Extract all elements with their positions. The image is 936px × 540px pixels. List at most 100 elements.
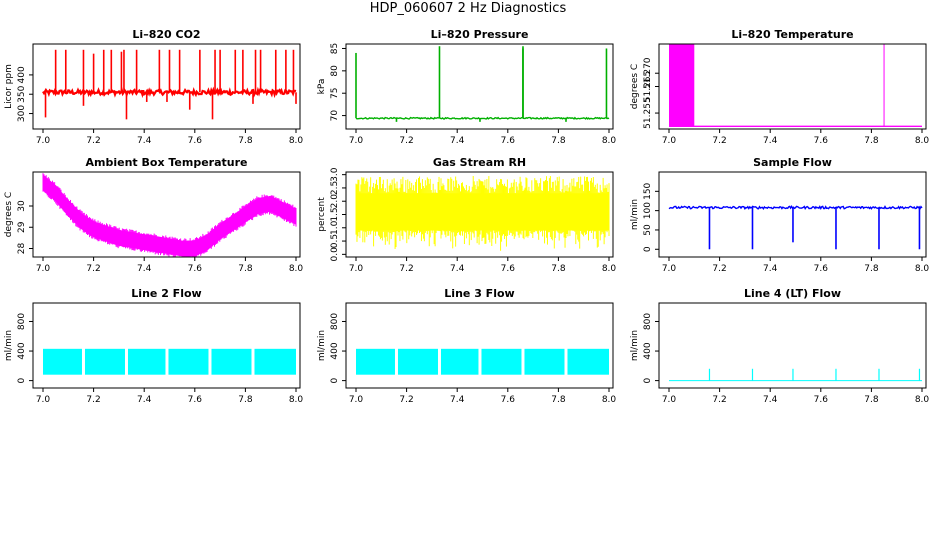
y-axis-label: kPa — [317, 79, 327, 95]
panel-line4: Line 4 (LT) Flow ml/min 7.0 7.2 7.4 7.6 7.8 8.0… — [630, 287, 929, 405]
y-tick-label: 1.0 — [330, 220, 340, 235]
plot-frame — [658, 302, 927, 389]
x-tick-label: 7.8 — [864, 395, 879, 405]
y-tick-label: 400 — [330, 342, 340, 359]
x-tick-label: 7.2 — [399, 136, 413, 146]
y-tick-label: 30 — [17, 200, 27, 212]
figure-title: HDP_060607 2 Hz Diagnostics — [369, 1, 567, 16]
x-tick-label: 8.0 — [915, 264, 930, 274]
panel-co2: Li–820 CO2 Licor ppm 7.0 7.2 7.4 7.6 7.8 8.0 300… — [4, 28, 303, 146]
panel-rh: Gas Stream RH percent 7.0 7.2 7.4 7.6 7.8 8.0 0.… — [317, 156, 616, 274]
y-axis-label: percent — [317, 197, 327, 232]
x-tick-label: 8.0 — [915, 395, 930, 405]
y-tick-label: 51.265 — [643, 71, 653, 103]
series-pressure — [355, 46, 610, 122]
x-tick-label: 7.6 — [501, 136, 516, 146]
flow-segment — [254, 348, 296, 375]
y-axis-label: ml/min — [630, 199, 640, 230]
y-tick-label: 0.0 — [330, 247, 340, 262]
y-axis-label: degrees C — [630, 64, 640, 109]
flow-segment — [440, 348, 479, 375]
flow-segment — [84, 348, 125, 375]
series-line — [355, 116, 610, 120]
x-tick-label: 8.0 — [602, 264, 617, 274]
panel-title: Li–820 CO2 — [132, 28, 200, 41]
y-tick-label: 0 — [643, 246, 653, 252]
x-tick-label: 7.4 — [763, 136, 778, 146]
panel-pressure: Li–820 Pressure kPa 7.0 7.2 7.4 7.6 7.8 8.0 70 75… — [317, 28, 616, 146]
x-tick-label: 8.0 — [602, 136, 617, 146]
panel-title: Ambient Box Temperature — [86, 156, 248, 169]
flow-segment — [211, 348, 252, 375]
y-tick-label: 2.0 — [330, 194, 340, 209]
y-tick-label: 3.0 — [330, 167, 340, 182]
series-sampleflow — [668, 204, 923, 250]
x-tick-label: 7.6 — [501, 395, 516, 405]
panel-title: Line 3 Flow — [444, 287, 514, 300]
x-tick-label: 7.0 — [662, 136, 677, 146]
flow-segment — [481, 348, 522, 375]
y-tick-label: 800 — [643, 313, 653, 330]
x-tick-label: 7.0 — [349, 136, 364, 146]
y-tick-label: 800 — [17, 313, 27, 330]
series-line2 — [43, 348, 296, 375]
y-tick-label: 51.255 — [643, 97, 653, 129]
x-tick-label: 7.2 — [399, 395, 413, 405]
y-tick-label: 0.5 — [330, 234, 340, 248]
x-tick-label: 7.6 — [814, 136, 829, 146]
x-tick-label: 7.0 — [662, 395, 677, 405]
plot-frame — [345, 43, 614, 130]
x-tick-label: 7.4 — [763, 264, 778, 274]
panel-title: Li–820 Temperature — [731, 28, 853, 41]
panel-boxtemp: Ambient Box Temperature degrees C 7.0 7.2 7.… — [4, 156, 303, 274]
panel-sampleflow: Sample Flow ml/min 7.0 7.2 7.4 7.6 7.8 8.0 0 50 10… — [630, 156, 929, 274]
y-tick-label: 28 — [17, 243, 27, 255]
x-tick-label: 7.8 — [864, 136, 879, 146]
x-tick-label: 7.6 — [188, 264, 203, 274]
x-tick-label: 8.0 — [915, 136, 930, 146]
x-tick-label: 7.4 — [137, 395, 152, 405]
x-tick-label: 7.0 — [36, 395, 51, 405]
x-tick-label: 8.0 — [289, 395, 304, 405]
series-line4 — [669, 368, 922, 382]
y-axis-label: Licor ppm — [4, 64, 14, 109]
plot-frame — [32, 302, 301, 389]
x-tick-label: 8.0 — [602, 395, 617, 405]
y-tick-label: 0 — [643, 377, 653, 383]
plot-frame — [345, 302, 614, 389]
x-tick-label: 7.4 — [763, 395, 778, 405]
x-tick-label: 7.0 — [662, 264, 677, 274]
x-tick-label: 7.2 — [86, 136, 100, 146]
x-tick-label: 7.8 — [238, 395, 253, 405]
panel-title: Line 4 (LT) Flow — [744, 287, 841, 300]
y-tick-label: 2.5 — [330, 181, 340, 195]
x-tick-label: 7.0 — [349, 264, 364, 274]
plot-frame — [658, 43, 927, 130]
x-tick-label: 7.8 — [864, 264, 879, 274]
y-tick-label: 0 — [330, 377, 340, 383]
panel-title: Li–820 Pressure — [431, 28, 529, 41]
y-tick-label: 350 — [17, 85, 27, 102]
series-line — [668, 204, 923, 211]
flow-segment — [524, 348, 565, 375]
y-axis-label: ml/min — [4, 330, 14, 361]
x-tick-label: 7.6 — [814, 264, 829, 274]
flow-segment — [43, 348, 82, 375]
panel-line3: Line 3 Flow ml/min 7.0 7.2 7.4 7.6 7.8 8.0 0 400 8… — [317, 287, 616, 405]
plot-frame — [32, 43, 301, 130]
y-axis-label: degrees C — [4, 192, 14, 237]
y-tick-label: 1.5 — [330, 207, 340, 221]
y-tick-label: 29 — [17, 221, 27, 233]
flow-segment — [168, 348, 209, 375]
x-tick-label: 7.4 — [450, 136, 465, 146]
x-tick-label: 7.8 — [238, 264, 253, 274]
flow-segment — [567, 348, 609, 375]
x-tick-label: 7.8 — [238, 136, 253, 146]
series-li820temp — [669, 44, 922, 128]
x-tick-label: 7.6 — [501, 264, 516, 274]
series-line3 — [356, 348, 609, 375]
plot-frame — [658, 171, 927, 258]
y-axis-label: ml/min — [630, 330, 640, 361]
x-tick-label: 7.2 — [712, 395, 726, 405]
